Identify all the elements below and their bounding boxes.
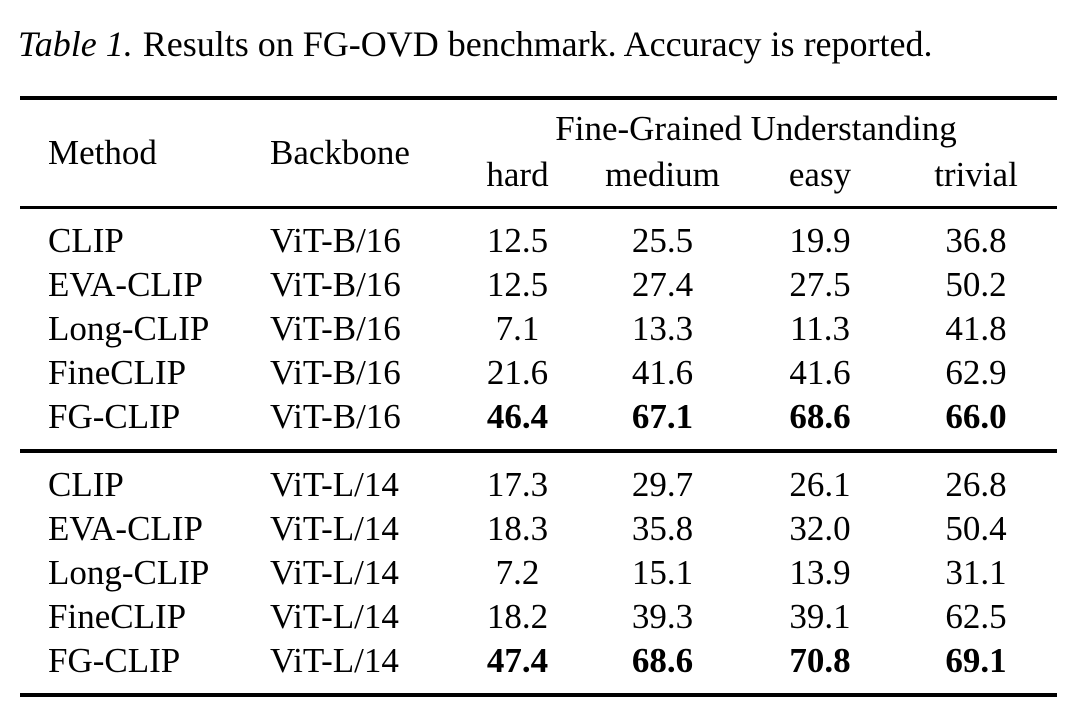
easy-value: 39.1	[789, 597, 851, 636]
table-row: Long-CLIP ViT-B/16 7.1 13.3 11.3 41.8	[20, 307, 1057, 351]
easy-value: 41.6	[789, 353, 851, 392]
backbone-cell: ViT-B/16	[270, 265, 401, 304]
method-cell: FineCLIP	[48, 353, 187, 392]
easy-value: 70.8	[789, 641, 851, 680]
trivial-value: 50.2	[945, 265, 1007, 304]
trivial-value: 41.8	[945, 309, 1007, 348]
table-caption-text: Results on FG-OVD benchmark. Accuracy is…	[142, 24, 933, 64]
medium-value: 39.3	[631, 597, 694, 636]
medium-value: 68.6	[631, 641, 694, 680]
method-cell: CLIP	[48, 465, 124, 504]
method-cell: EVA-CLIP	[48, 509, 203, 548]
hard-value: 47.4	[486, 641, 549, 680]
table-row-best: FG-CLIP ViT-B/16 46.4 67.1 68.6 66.0	[20, 395, 1057, 451]
backbone-cell: ViT-L/14	[270, 597, 399, 636]
hard-value: 21.6	[486, 353, 549, 392]
hard-value: 7.2	[495, 553, 540, 592]
method-cell: FineCLIP	[48, 597, 187, 636]
medium-value: 41.6	[631, 353, 694, 392]
table-header: Method Backbone Fine-Grained Understandi…	[20, 98, 1057, 208]
table-caption: Table 1. Results on FG-OVD benchmark. Acc…	[18, 22, 1059, 66]
column-header-easy: easy	[788, 155, 852, 194]
backbone-cell: ViT-B/16	[270, 397, 401, 436]
table-row: CLIP ViT-B/16 12.5 25.5 19.9 36.8	[20, 208, 1057, 264]
table-row: Long-CLIP ViT-L/14 7.2 15.1 13.9 31.1	[20, 551, 1057, 595]
trivial-value: 62.5	[945, 597, 1007, 636]
backbone-cell: ViT-B/16	[270, 221, 401, 260]
medium-value: 15.1	[631, 553, 694, 592]
column-header-method: Method	[48, 133, 157, 172]
table-row: FineCLIP ViT-L/14 18.2 39.3 39.1 62.5	[20, 595, 1057, 639]
column-group-header-fine-grained-understanding: Fine-Grained Understanding	[555, 109, 957, 148]
easy-value: 26.1	[789, 465, 851, 504]
table-row: EVA-CLIP ViT-B/16 12.5 27.4 27.5 50.2	[20, 263, 1057, 307]
medium-value: 29.7	[631, 465, 694, 504]
results-table: Method Backbone Fine-Grained Understandi…	[20, 96, 1057, 697]
table-block-vit-b16: CLIP ViT-B/16 12.5 25.5 19.9 36.8 EVA-CL…	[20, 208, 1057, 452]
method-cell: EVA-CLIP	[48, 265, 203, 304]
table-row: EVA-CLIP ViT-L/14 18.3 35.8 32.0 50.4	[20, 507, 1057, 551]
hard-value: 12.5	[486, 221, 549, 260]
medium-value: 67.1	[631, 397, 694, 436]
method-cell: FG-CLIP	[48, 397, 181, 436]
column-header-backbone: Backbone	[270, 133, 410, 172]
medium-value: 27.4	[631, 265, 694, 304]
column-header-medium: medium	[605, 155, 720, 194]
hard-value: 17.3	[486, 465, 549, 504]
table-block-vit-l14: CLIP ViT-L/14 17.3 29.7 26.1 26.8 EVA-CL…	[20, 451, 1057, 695]
hard-value: 18.3	[486, 509, 549, 548]
table-row-best: FG-CLIP ViT-L/14 47.4 68.6 70.8 69.1	[20, 639, 1057, 695]
medium-value: 35.8	[631, 509, 694, 548]
hard-value: 7.1	[495, 309, 540, 348]
medium-value: 13.3	[631, 309, 694, 348]
method-cell: Long-CLIP	[48, 309, 210, 348]
trivial-value: 26.8	[945, 465, 1007, 504]
easy-value: 13.9	[789, 553, 851, 592]
table-caption-label: Table 1.	[18, 24, 133, 64]
trivial-value: 66.0	[945, 397, 1007, 436]
backbone-cell: ViT-B/16	[270, 309, 401, 348]
easy-value: 68.6	[789, 397, 851, 436]
method-cell: FG-CLIP	[48, 641, 181, 680]
backbone-cell: ViT-B/16	[270, 353, 401, 392]
trivial-value: 36.8	[945, 221, 1007, 260]
hard-value: 46.4	[486, 397, 549, 436]
hard-value: 12.5	[486, 265, 549, 304]
easy-value: 11.3	[790, 309, 850, 348]
trivial-value: 31.1	[945, 553, 1007, 592]
trivial-value: 50.4	[945, 509, 1007, 548]
column-header-hard: hard	[486, 155, 549, 194]
table-row: CLIP ViT-L/14 17.3 29.7 26.1 26.8	[20, 451, 1057, 507]
backbone-cell: ViT-L/14	[270, 509, 399, 548]
backbone-cell: ViT-L/14	[270, 641, 399, 680]
table-row: FineCLIP ViT-B/16 21.6 41.6 41.6 62.9	[20, 351, 1057, 395]
easy-value: 19.9	[789, 221, 851, 260]
trivial-value: 62.9	[945, 353, 1007, 392]
easy-value: 27.5	[789, 265, 851, 304]
backbone-cell: ViT-L/14	[270, 465, 399, 504]
method-cell: Long-CLIP	[48, 553, 210, 592]
column-header-trivial: trivial	[934, 155, 1018, 194]
trivial-value: 69.1	[945, 641, 1007, 680]
method-cell: CLIP	[48, 221, 124, 260]
backbone-cell: ViT-L/14	[270, 553, 399, 592]
medium-value: 25.5	[631, 221, 694, 260]
easy-value: 32.0	[789, 509, 851, 548]
hard-value: 18.2	[486, 597, 549, 636]
